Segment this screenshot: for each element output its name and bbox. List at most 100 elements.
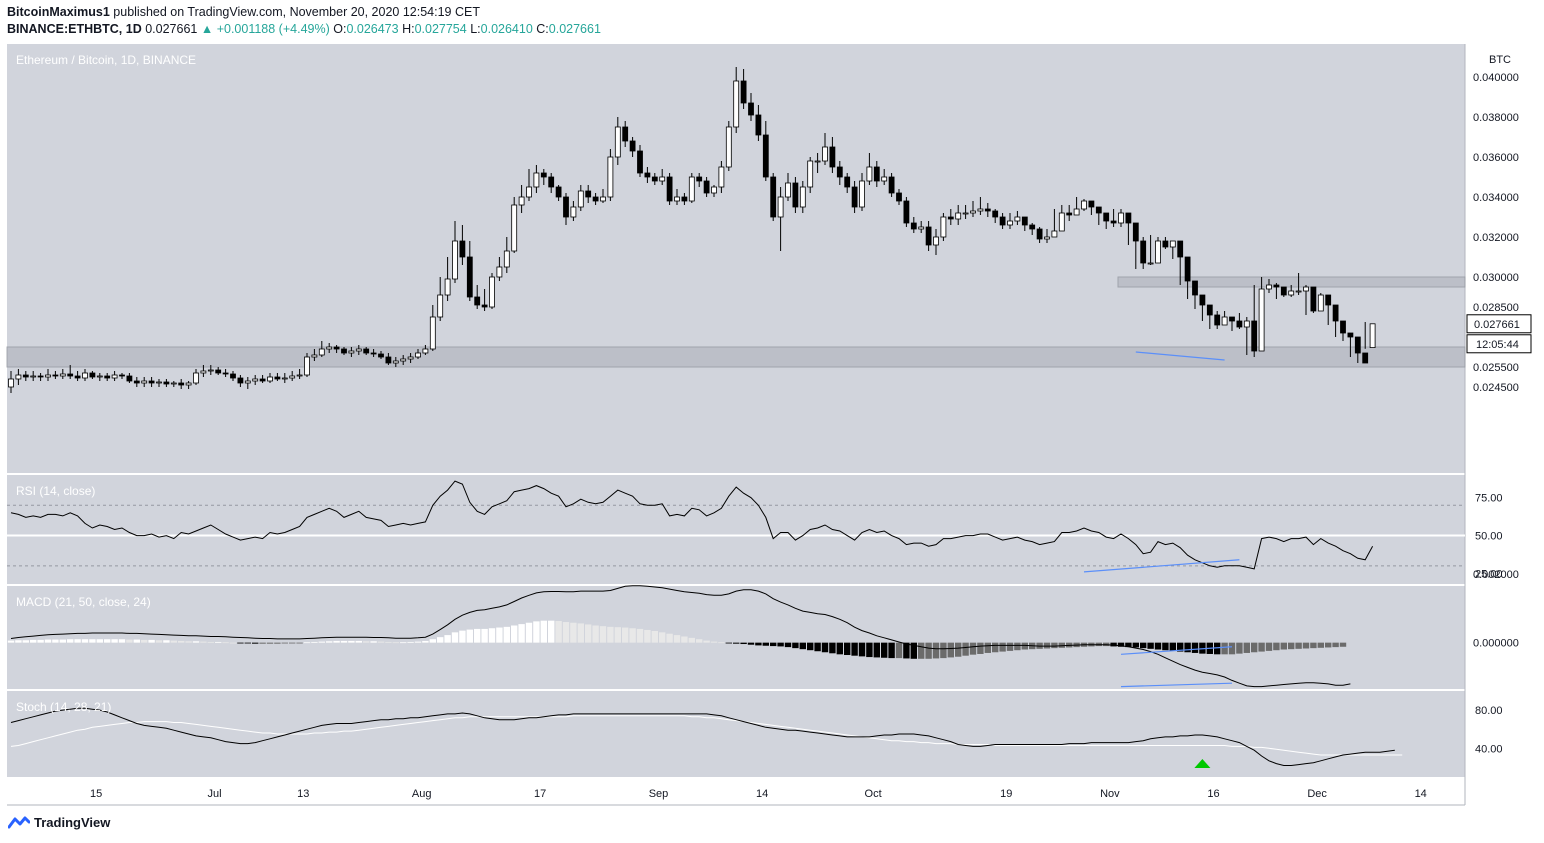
macd-histogram-bar — [932, 642, 940, 659]
candle-up — [407, 356, 414, 360]
candle-up — [577, 190, 584, 208]
macd-histogram-bar — [755, 642, 762, 646]
candle-up — [392, 360, 399, 364]
candle-up — [1303, 286, 1309, 292]
macd-histogram-bar — [696, 639, 703, 643]
macd-histogram-bar — [229, 642, 237, 644]
candle-down — [992, 210, 999, 218]
candle-up — [200, 370, 207, 374]
candle-up — [111, 374, 118, 379]
candle-down — [104, 375, 111, 379]
candle-up — [15, 374, 22, 380]
countdown-label: 12:05:44 — [1476, 339, 1519, 351]
symbol-line: BINANCE:ETHBTC, 1D 0.027661 ▲ +0.001188 … — [7, 21, 601, 38]
countdown-box — [1466, 334, 1532, 354]
macd-histogram-bar — [1251, 642, 1258, 653]
macd-histogram-bar — [577, 623, 584, 643]
low-value: 0.026410 — [480, 22, 533, 36]
macd-histogram-bar — [533, 621, 540, 643]
macd-histogram-bar — [762, 642, 769, 646]
macd-histogram-bar — [829, 642, 836, 654]
macd-histogram-bar — [836, 642, 843, 655]
publish-line: BitcoinMaximus1 published on TradingView… — [7, 4, 601, 21]
macd-histogram-bar — [451, 632, 459, 643]
rsi-tick-label: 50.00 — [1475, 531, 1503, 543]
candle-up — [814, 160, 821, 163]
candle-down — [1125, 212, 1132, 224]
candle-down — [1236, 320, 1243, 328]
candle-up — [1044, 236, 1050, 240]
macd-histogram-bar — [104, 639, 111, 643]
macd-histogram-bar — [1177, 642, 1184, 652]
price-axis-background — [1465, 44, 1537, 473]
macd-histogram-bar — [1339, 642, 1347, 647]
low-label: L: — [470, 22, 481, 36]
macd-histogram-bar — [392, 642, 399, 644]
candle-up — [1051, 230, 1058, 238]
macd-histogram-bar — [1310, 642, 1317, 649]
candle-down — [274, 376, 281, 380]
macd-histogram-bar — [126, 639, 133, 643]
candle-up — [1169, 240, 1176, 248]
macd-histogram-bar — [429, 639, 436, 643]
time-tick-label: Sep — [649, 788, 669, 800]
macd-histogram-bar — [22, 640, 29, 643]
macd-histogram-bar — [622, 627, 629, 643]
stoch-pane-title: Stoch (14, 28, 21) — [16, 700, 111, 714]
candle-up — [1073, 208, 1080, 216]
candle-down — [1332, 304, 1339, 322]
candle-down — [896, 192, 902, 202]
macd-histogram-bar — [400, 642, 407, 644]
macd-histogram-bar — [1258, 642, 1265, 652]
candle-down — [629, 140, 636, 152]
macd-histogram-bar — [1302, 642, 1310, 649]
macd-histogram-bar — [459, 630, 466, 643]
macd-histogram-bar — [385, 641, 392, 643]
macd-histogram-bar — [414, 641, 422, 643]
candle-up — [96, 375, 103, 378]
stoch-tick-label: 40.00 — [1475, 743, 1503, 755]
candle-up — [503, 250, 510, 268]
candle-up — [962, 212, 969, 215]
last-price-label: 0.027661 — [1474, 319, 1520, 331]
macd-histogram-bar — [237, 642, 244, 644]
candle-up — [244, 380, 251, 384]
tradingview-logo-icon — [8, 816, 30, 828]
macd-histogram-bar — [784, 642, 792, 648]
macd-histogram-bar — [148, 639, 155, 643]
macd-histogram-bar — [163, 640, 170, 643]
candle-up — [822, 146, 828, 162]
candle-down — [474, 296, 481, 306]
macd-histogram-bar — [111, 639, 118, 643]
macd-histogram-bar — [511, 625, 518, 643]
time-tick-label: Dec — [1307, 788, 1327, 800]
candle-down — [1021, 216, 1028, 226]
rsi-tick-label: 75.00 — [1475, 493, 1503, 505]
candle-down — [385, 356, 392, 364]
candle-down — [52, 374, 59, 377]
candle-up — [1266, 284, 1272, 290]
macd-histogram-bar — [866, 642, 873, 658]
candle-up — [1221, 316, 1228, 326]
author-name[interactable]: BitcoinMaximus1 — [7, 5, 110, 19]
macd-histogram-bar — [673, 635, 681, 643]
candle-down — [903, 200, 910, 224]
time-tick-label: 16 — [1207, 788, 1219, 800]
macd-histogram-bar — [422, 640, 429, 643]
macd-histogram-bar — [651, 630, 658, 643]
open-value: 0.026473 — [346, 22, 399, 36]
candle-down — [984, 208, 991, 212]
candle-down — [585, 190, 592, 198]
time-tick-label: Aug — [412, 788, 432, 800]
candle-down — [1103, 212, 1110, 222]
candle-up — [688, 176, 695, 202]
candle-up — [659, 176, 666, 182]
macd-histogram-bar — [1051, 642, 1058, 649]
candle-down — [1162, 240, 1169, 248]
macd-histogram-bar — [969, 642, 977, 655]
candle-down — [89, 372, 96, 378]
macd-histogram-bar — [1332, 642, 1339, 648]
tradingview-logo[interactable]: TradingView — [8, 815, 110, 830]
candle-up — [533, 172, 540, 188]
